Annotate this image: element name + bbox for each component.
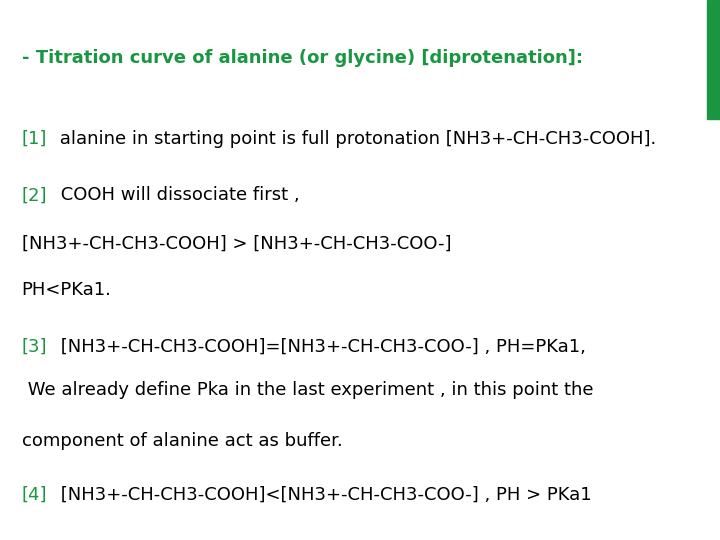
Bar <box>707 0 720 119</box>
Text: [NH3+-CH-CH3-COOH]=[NH3+-CH-CH3-COO-] , PH=PKa1,: [NH3+-CH-CH3-COOH]=[NH3+-CH-CH3-COO-] , … <box>55 338 585 355</box>
Text: [3]: [3] <box>22 338 47 355</box>
Text: alanine in starting point is full protonation [NH3+-CH-CH3-COOH].: alanine in starting point is full proton… <box>54 130 657 147</box>
Text: component of alanine act as buffer.: component of alanine act as buffer. <box>22 432 342 450</box>
Text: [4]: [4] <box>22 486 47 504</box>
Text: COOH will dissociate first ,: COOH will dissociate first , <box>55 186 299 204</box>
Text: [NH3+-CH-CH3-COOH] > [NH3+-CH-CH3-COO-]: [NH3+-CH-CH3-COOH] > [NH3+-CH-CH3-COO-] <box>22 235 451 253</box>
Text: [NH3+-CH-CH3-COOH]<[NH3+-CH-CH3-COO-] , PH > PKa1: [NH3+-CH-CH3-COOH]<[NH3+-CH-CH3-COO-] , … <box>55 486 591 504</box>
Text: We already define Pka in the last experiment , in this point the: We already define Pka in the last experi… <box>22 381 593 399</box>
Text: - Titration curve of alanine (or glycine) [diprotenation]:: - Titration curve of alanine (or glycine… <box>22 49 582 66</box>
Text: PH<PKa1.: PH<PKa1. <box>22 281 112 299</box>
Text: [1]: [1] <box>22 130 47 147</box>
Text: [2]: [2] <box>22 186 47 204</box>
